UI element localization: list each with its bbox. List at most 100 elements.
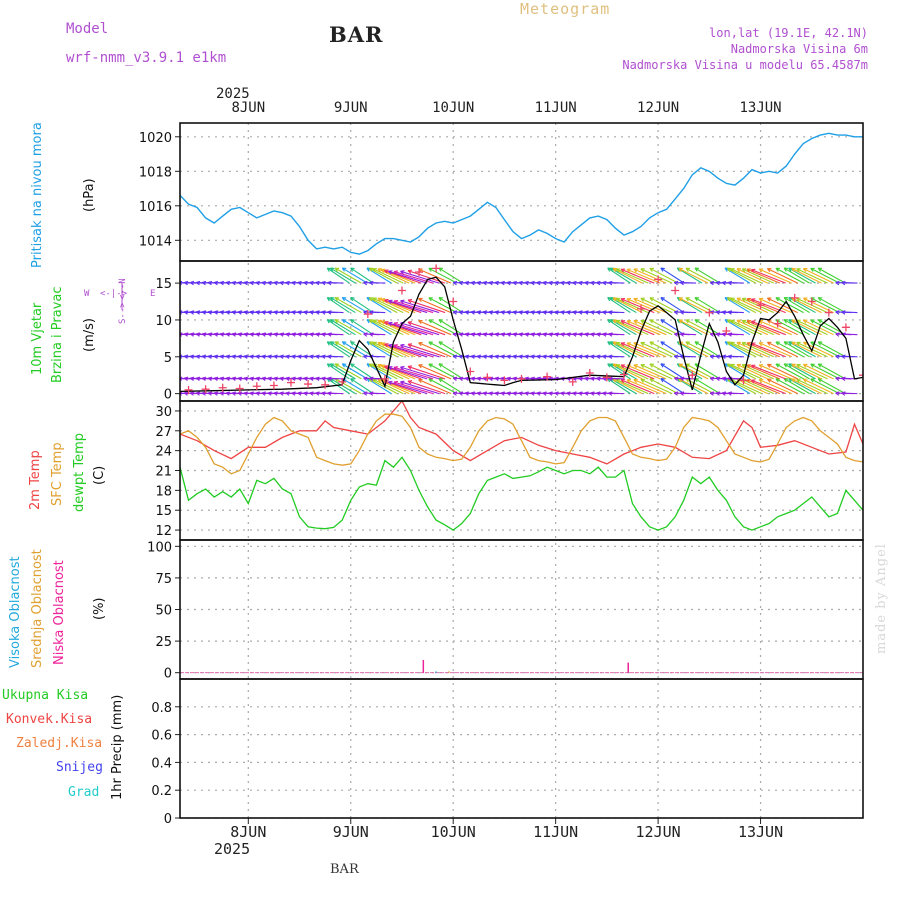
wind-arrow-head: [584, 354, 589, 359]
bottom-day-tick-label: 9JUN: [333, 823, 369, 841]
wind-arrow: [607, 319, 631, 336]
wind-arrow-head: [615, 319, 621, 324]
wind-arrow-head: [418, 342, 423, 347]
wind-arrow: [751, 320, 786, 336]
wind-arrow-head: [640, 378, 645, 383]
wind-arrow-head: [488, 332, 494, 337]
wind-arrow-head: [758, 364, 764, 369]
wind-arrow-head: [195, 376, 201, 381]
wind-arrow: [736, 378, 769, 395]
wind-arrow-head: [488, 310, 494, 315]
wind-arrow: [810, 267, 840, 284]
wind-arrow: [616, 379, 649, 395]
wind-arrow: [334, 319, 362, 336]
wind-arrow: [334, 341, 362, 358]
wind-arrow: [388, 381, 428, 395]
wind-arrow-head: [649, 341, 654, 346]
wind-arrow-head: [418, 364, 423, 369]
wind-arrow: [728, 355, 744, 358]
wind-arrow: [369, 281, 386, 284]
wind-arrow: [758, 320, 792, 336]
wind-arrow: [330, 363, 356, 380]
wind-arrow-head: [255, 391, 260, 396]
wind-arrow-head: [506, 354, 511, 359]
wind-arrow: [372, 378, 404, 395]
wind-arrow-head: [679, 280, 685, 286]
wind-arrow: [626, 268, 661, 284]
wind-arrow-head: [189, 354, 195, 359]
wind-arrow-head: [363, 280, 368, 286]
wind-arrow: [342, 267, 368, 284]
wind-arrow-head: [291, 332, 296, 337]
wind-arrow: [680, 392, 697, 395]
wind-arrow-head: [334, 341, 340, 346]
wind-arrow-head: [418, 378, 423, 384]
temperature-tick-label: 18: [155, 484, 172, 499]
wind-arrow: [438, 297, 464, 314]
wind-arrow-head: [243, 310, 248, 315]
wind-arrow: [372, 297, 404, 314]
wind-arrow-head: [750, 320, 756, 325]
wind-arrow-head: [393, 299, 398, 305]
wind-arrow: [758, 298, 792, 314]
wind-arrow: [803, 319, 834, 336]
wind-arrow: [751, 342, 786, 358]
wind-arrow-head: [213, 354, 219, 359]
wind-arrow: [736, 341, 769, 358]
wind-arrow-head: [633, 268, 638, 273]
wind-arrow-head: [329, 363, 335, 368]
precip-tick-label: 0.4: [151, 756, 172, 771]
wind-arrow-head: [694, 319, 700, 324]
wind-arrow-head: [291, 310, 296, 315]
wind-arrow-head: [817, 363, 823, 368]
wind-arrow-head: [554, 354, 559, 359]
wind-arrow: [607, 341, 631, 358]
wind-arrow-head: [802, 319, 808, 324]
wind-gust-marker: [201, 385, 210, 394]
temperature-tick-label: 27: [155, 425, 172, 440]
wind-arrow-head: [291, 376, 296, 381]
wind-arrow-head: [596, 391, 601, 396]
wind-arrow: [633, 342, 667, 358]
wind-arrow-head: [334, 267, 340, 272]
wind-arrow-head: [783, 267, 789, 272]
wind-arrow-head: [590, 310, 595, 315]
wind-arrow-head: [506, 280, 511, 286]
wind-arrow: [393, 381, 434, 395]
wind-arrow-head: [512, 354, 517, 359]
wind-arrow-head: [267, 376, 272, 381]
wind-gust-marker: [432, 264, 441, 273]
wind-arrow-head: [685, 297, 690, 302]
wind-arrow-head: [602, 391, 607, 396]
wind-arrow: [633, 364, 667, 380]
wind-arrow-head: [727, 310, 733, 315]
wind-arrow-head: [680, 332, 685, 337]
wind-arrow: [626, 364, 661, 380]
wind-arrow-head: [615, 364, 621, 369]
wind-arrow-head: [578, 332, 583, 337]
wind-arrow-head: [237, 310, 243, 315]
wind-arrow-head: [500, 354, 505, 359]
wind-arrow: [680, 333, 697, 336]
wind-arrow: [368, 319, 398, 336]
wind-arrow-head: [673, 280, 679, 286]
wind-arrow-head: [736, 363, 741, 368]
wind-arrow: [676, 297, 703, 314]
wind-gust-marker: [790, 293, 799, 302]
wind-arrow-head: [207, 391, 213, 396]
wind-arrow: [327, 333, 344, 336]
wind-arrow: [796, 364, 828, 380]
wind-arrow-head: [368, 341, 374, 346]
wind-arrow-head: [536, 310, 541, 315]
wind-arrow-head: [590, 354, 595, 359]
wind-arrow: [388, 300, 428, 314]
wind-arrow-head: [766, 363, 772, 368]
precip-tick-label: 0.2: [151, 784, 172, 799]
wind-arrow-head: [476, 354, 482, 359]
wind-arrow-head: [810, 319, 815, 324]
wind-arrow-head: [721, 332, 727, 337]
wind-arrow-head: [775, 267, 780, 272]
wind-arrow-head: [572, 280, 577, 286]
wind-arrow-head: [741, 319, 747, 324]
wind-arrow-head: [715, 376, 721, 381]
